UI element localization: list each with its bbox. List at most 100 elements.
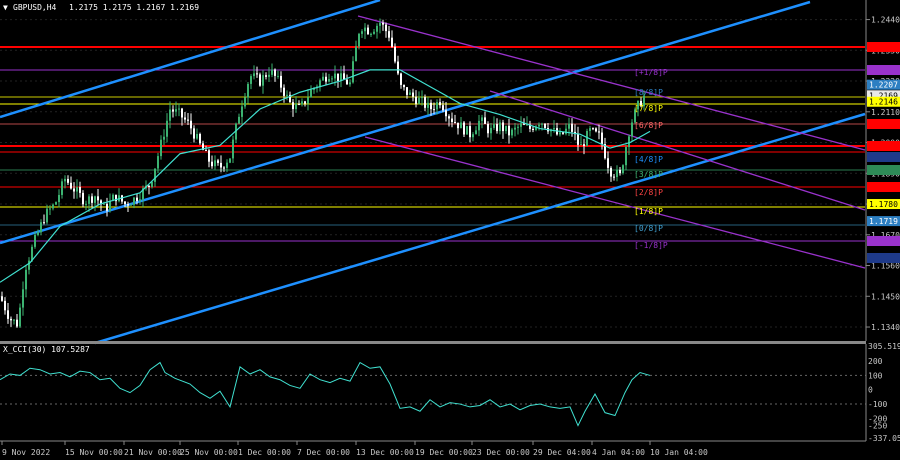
candle-body: [580, 144, 582, 146]
candle-body: [346, 79, 348, 85]
candle-body: [70, 182, 72, 189]
time-tick: 13 Dec 00:00: [356, 448, 414, 457]
candle-body: [361, 31, 363, 34]
candle-body: [124, 201, 126, 205]
price-tag-label: 1.1780: [869, 200, 898, 209]
candle-body: [4, 300, 6, 311]
candle-body: [505, 125, 507, 132]
cci-tick: 0: [868, 386, 873, 395]
candle-body: [340, 73, 342, 81]
candle-body: [229, 158, 231, 163]
candle-body: [637, 100, 639, 110]
candle-body: [394, 46, 396, 62]
candle-body: [190, 120, 192, 129]
candle-body: [88, 196, 90, 204]
candle-body: [631, 122, 633, 137]
candle-body: [598, 131, 600, 133]
candle-body: [349, 82, 351, 85]
candle-body: [586, 130, 588, 146]
candle-body: [373, 31, 375, 34]
candle-body: [529, 124, 531, 129]
candle-body: [565, 128, 567, 134]
candle-body: [568, 123, 570, 129]
candle-body: [379, 22, 381, 26]
candle-body: [250, 76, 252, 84]
candle-body: [301, 101, 303, 105]
candle-body: [154, 168, 156, 182]
price-tick: 1.1450: [871, 292, 900, 301]
moving-average-line: [0, 69, 651, 283]
candle-body: [328, 79, 330, 82]
candle-body: [532, 128, 534, 130]
candle-body: [217, 160, 219, 163]
candle-body: [25, 269, 27, 290]
candle-body: [58, 194, 60, 203]
candle-body: [559, 132, 561, 135]
candle-body: [352, 61, 354, 83]
candle-body: [337, 73, 339, 81]
candle-body: [265, 75, 267, 77]
candle-body: [10, 318, 12, 321]
cci-tick: -337.0509: [868, 434, 900, 443]
candle-body: [112, 194, 114, 201]
candle-body: [16, 319, 18, 327]
candle-body: [487, 123, 489, 134]
candle-body: [391, 37, 393, 47]
cci-grid: [0, 374, 866, 405]
candle-body: [517, 126, 519, 128]
candle-body: [322, 76, 324, 81]
candle-body: [292, 102, 294, 110]
candle-body: [244, 97, 246, 107]
candle-body: [310, 89, 312, 98]
candle-body: [628, 136, 630, 148]
cci-title: X_CCI(30) 107.5287: [3, 345, 90, 354]
murrey-label: [1/8]P: [634, 207, 663, 216]
candle-body: [127, 204, 129, 206]
candle-body: [55, 202, 57, 205]
candles: [1, 18, 645, 328]
candle-body: [424, 97, 426, 108]
candle-body: [535, 126, 537, 130]
candle-body: [274, 69, 276, 76]
candle-body: [634, 109, 636, 123]
symbol-label: GBPUSD,H4: [13, 3, 57, 12]
candle-body: [82, 192, 84, 205]
candle-body: [427, 102, 429, 108]
candle-body: [478, 120, 480, 131]
candle-body: [514, 127, 516, 130]
price-tag: [867, 79, 900, 90]
murrey-labels: [+1/8]P [8/8]P [7/8]P [6/8]P [4/8]P [3/8…: [634, 68, 668, 250]
candle-body: [22, 289, 24, 308]
candle-body: [91, 196, 93, 203]
candle-body: [571, 123, 573, 132]
candle-body: [214, 160, 216, 167]
candle-body: [211, 161, 213, 167]
candle-body: [178, 108, 180, 110]
candle-body: [196, 133, 198, 139]
time-tick: 25 Nov 00:00: [180, 448, 238, 457]
candle-body: [463, 122, 465, 135]
candle-body: [430, 102, 432, 110]
time-tick: 23 Dec 00:00: [472, 448, 530, 457]
candle-body: [247, 83, 249, 98]
price-tag-label: 1.1719: [869, 217, 898, 226]
candle-body: [604, 143, 606, 159]
candle-body: [34, 234, 36, 247]
candle-body: [343, 73, 345, 80]
candle-body: [466, 126, 468, 135]
candle-body: [484, 117, 486, 124]
svg-text:▼: ▼: [3, 3, 8, 12]
candle-body: [256, 73, 258, 75]
time-tick: 9 Nov 2022: [2, 448, 50, 457]
candle-body: [208, 150, 210, 162]
candle-body: [451, 118, 453, 122]
candle-body: [280, 75, 282, 88]
candle-body: [61, 181, 63, 195]
price-tag-label: 1.2207: [869, 81, 898, 90]
candle-body: [541, 123, 543, 125]
candle-body: [232, 139, 234, 159]
candle-body: [7, 310, 9, 319]
